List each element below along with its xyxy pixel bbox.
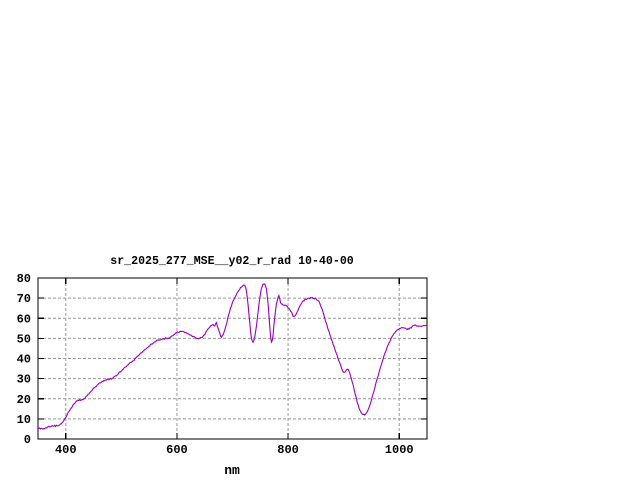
svg-text:50: 50 (17, 332, 31, 346)
svg-text:70: 70 (17, 292, 31, 306)
svg-text:600: 600 (166, 443, 188, 457)
svg-text:60: 60 (17, 312, 31, 326)
svg-text:20: 20 (17, 393, 31, 407)
svg-text:40: 40 (17, 353, 31, 367)
svg-text:0: 0 (24, 433, 31, 447)
svg-text:800: 800 (277, 443, 299, 457)
svg-text:400: 400 (55, 443, 77, 457)
svg-text:1000: 1000 (385, 443, 414, 457)
svg-text:30: 30 (17, 373, 31, 387)
svg-text:80: 80 (17, 272, 31, 286)
svg-text:10: 10 (17, 413, 31, 427)
svg-text:sr_2025_277_MSE__y02_r_rad 10-: sr_2025_277_MSE__y02_r_rad 10-40-00 (110, 255, 354, 268)
svg-text:nm: nm (224, 463, 240, 478)
